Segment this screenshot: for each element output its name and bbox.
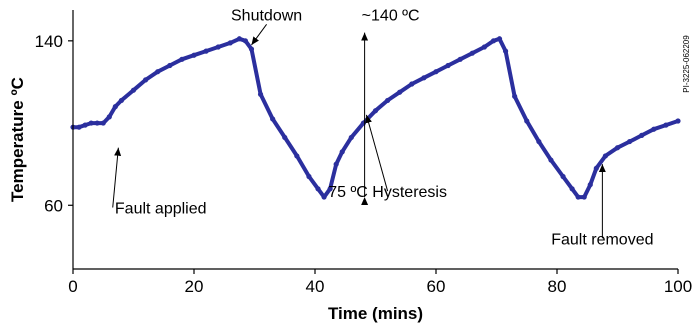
data-point	[130, 87, 137, 93]
annotation-label: ~140 ºC	[362, 7, 420, 24]
data-point	[512, 93, 518, 99]
annotation-arrow	[365, 114, 389, 192]
data-point	[339, 149, 345, 155]
x-tick-label: 80	[548, 277, 567, 296]
data-point	[112, 104, 118, 110]
data-point	[409, 81, 415, 87]
data-point	[106, 114, 112, 120]
data-point	[581, 194, 587, 200]
data-point	[282, 134, 288, 141]
annotation-layer: Shutdown ~140 ºC 75 ºC Hysteresis Fault app…	[112, 7, 654, 248]
data-point	[236, 36, 242, 42]
data-point	[587, 182, 593, 188]
data-point	[215, 44, 221, 50]
data-point	[651, 126, 657, 132]
data-point	[306, 173, 312, 180]
data-point	[327, 186, 333, 192]
plot-layer	[70, 36, 681, 200]
annotation-arrow	[251, 23, 268, 46]
data-point	[524, 118, 530, 124]
temperature-series-line	[71, 36, 680, 200]
data-point	[143, 77, 149, 83]
data-point	[569, 186, 575, 192]
data-point	[270, 116, 276, 122]
data-point	[397, 89, 403, 95]
data-point	[602, 153, 609, 159]
x-axis-title: Time (mins)	[328, 304, 423, 323]
y-axis-title: Temperature ºC	[8, 77, 27, 202]
data-point	[421, 75, 427, 81]
data-point	[348, 134, 354, 141]
data-point	[481, 44, 487, 50]
data-point	[315, 186, 321, 192]
annotation-arrow	[112, 147, 122, 208]
x-tick-label: 0	[68, 277, 77, 296]
data-point	[82, 122, 88, 128]
x-tick-label: 60	[427, 277, 446, 296]
data-point	[227, 40, 233, 46]
data-point	[360, 120, 366, 126]
data-point	[560, 173, 566, 180]
data-point	[663, 122, 669, 128]
data-point	[88, 120, 94, 126]
figure-code: PI-3225-062209	[682, 35, 691, 93]
data-point	[675, 118, 681, 124]
data-point	[490, 38, 497, 44]
data-point	[457, 56, 463, 62]
annotation-label: 75 ºC Hysteresis	[328, 184, 447, 201]
data-point	[639, 132, 645, 138]
data-point	[548, 157, 554, 163]
data-point	[179, 56, 185, 62]
data-point	[385, 97, 391, 104]
annotation-label: Fault removed	[551, 231, 653, 248]
data-point	[614, 145, 621, 151]
data-point	[469, 50, 475, 56]
data-point	[167, 62, 173, 69]
data-point	[575, 194, 581, 200]
data-point	[372, 108, 379, 114]
x-tick-label: 100	[664, 277, 692, 296]
y-tick-label: 140	[35, 32, 63, 51]
data-point	[433, 69, 439, 75]
data-point	[155, 69, 161, 75]
data-point	[445, 62, 451, 69]
data-point	[502, 48, 509, 54]
axes-layer: 0 20 40 60 80 100 60 140 Time (mins) Temperature …	[8, 10, 692, 323]
y-tick-label: 60	[44, 196, 63, 215]
data-point	[257, 91, 264, 97]
data-point	[294, 153, 300, 159]
data-point	[203, 48, 209, 54]
data-point	[333, 161, 339, 167]
data-point	[118, 97, 124, 104]
annotation-label: Fault applied	[115, 201, 207, 218]
x-tick-label: 20	[185, 277, 204, 296]
data-point	[94, 120, 100, 126]
data-point	[76, 124, 82, 130]
data-point	[100, 120, 106, 126]
data-point	[536, 138, 542, 145]
data-point	[496, 36, 503, 42]
annotation-label: Shutdown	[231, 7, 302, 24]
data-point	[321, 194, 327, 200]
data-point	[248, 46, 255, 52]
x-tick-label: 40	[306, 277, 325, 296]
data-point	[593, 165, 599, 171]
data-point	[627, 138, 633, 145]
data-point	[191, 52, 197, 58]
data-point	[242, 38, 249, 44]
